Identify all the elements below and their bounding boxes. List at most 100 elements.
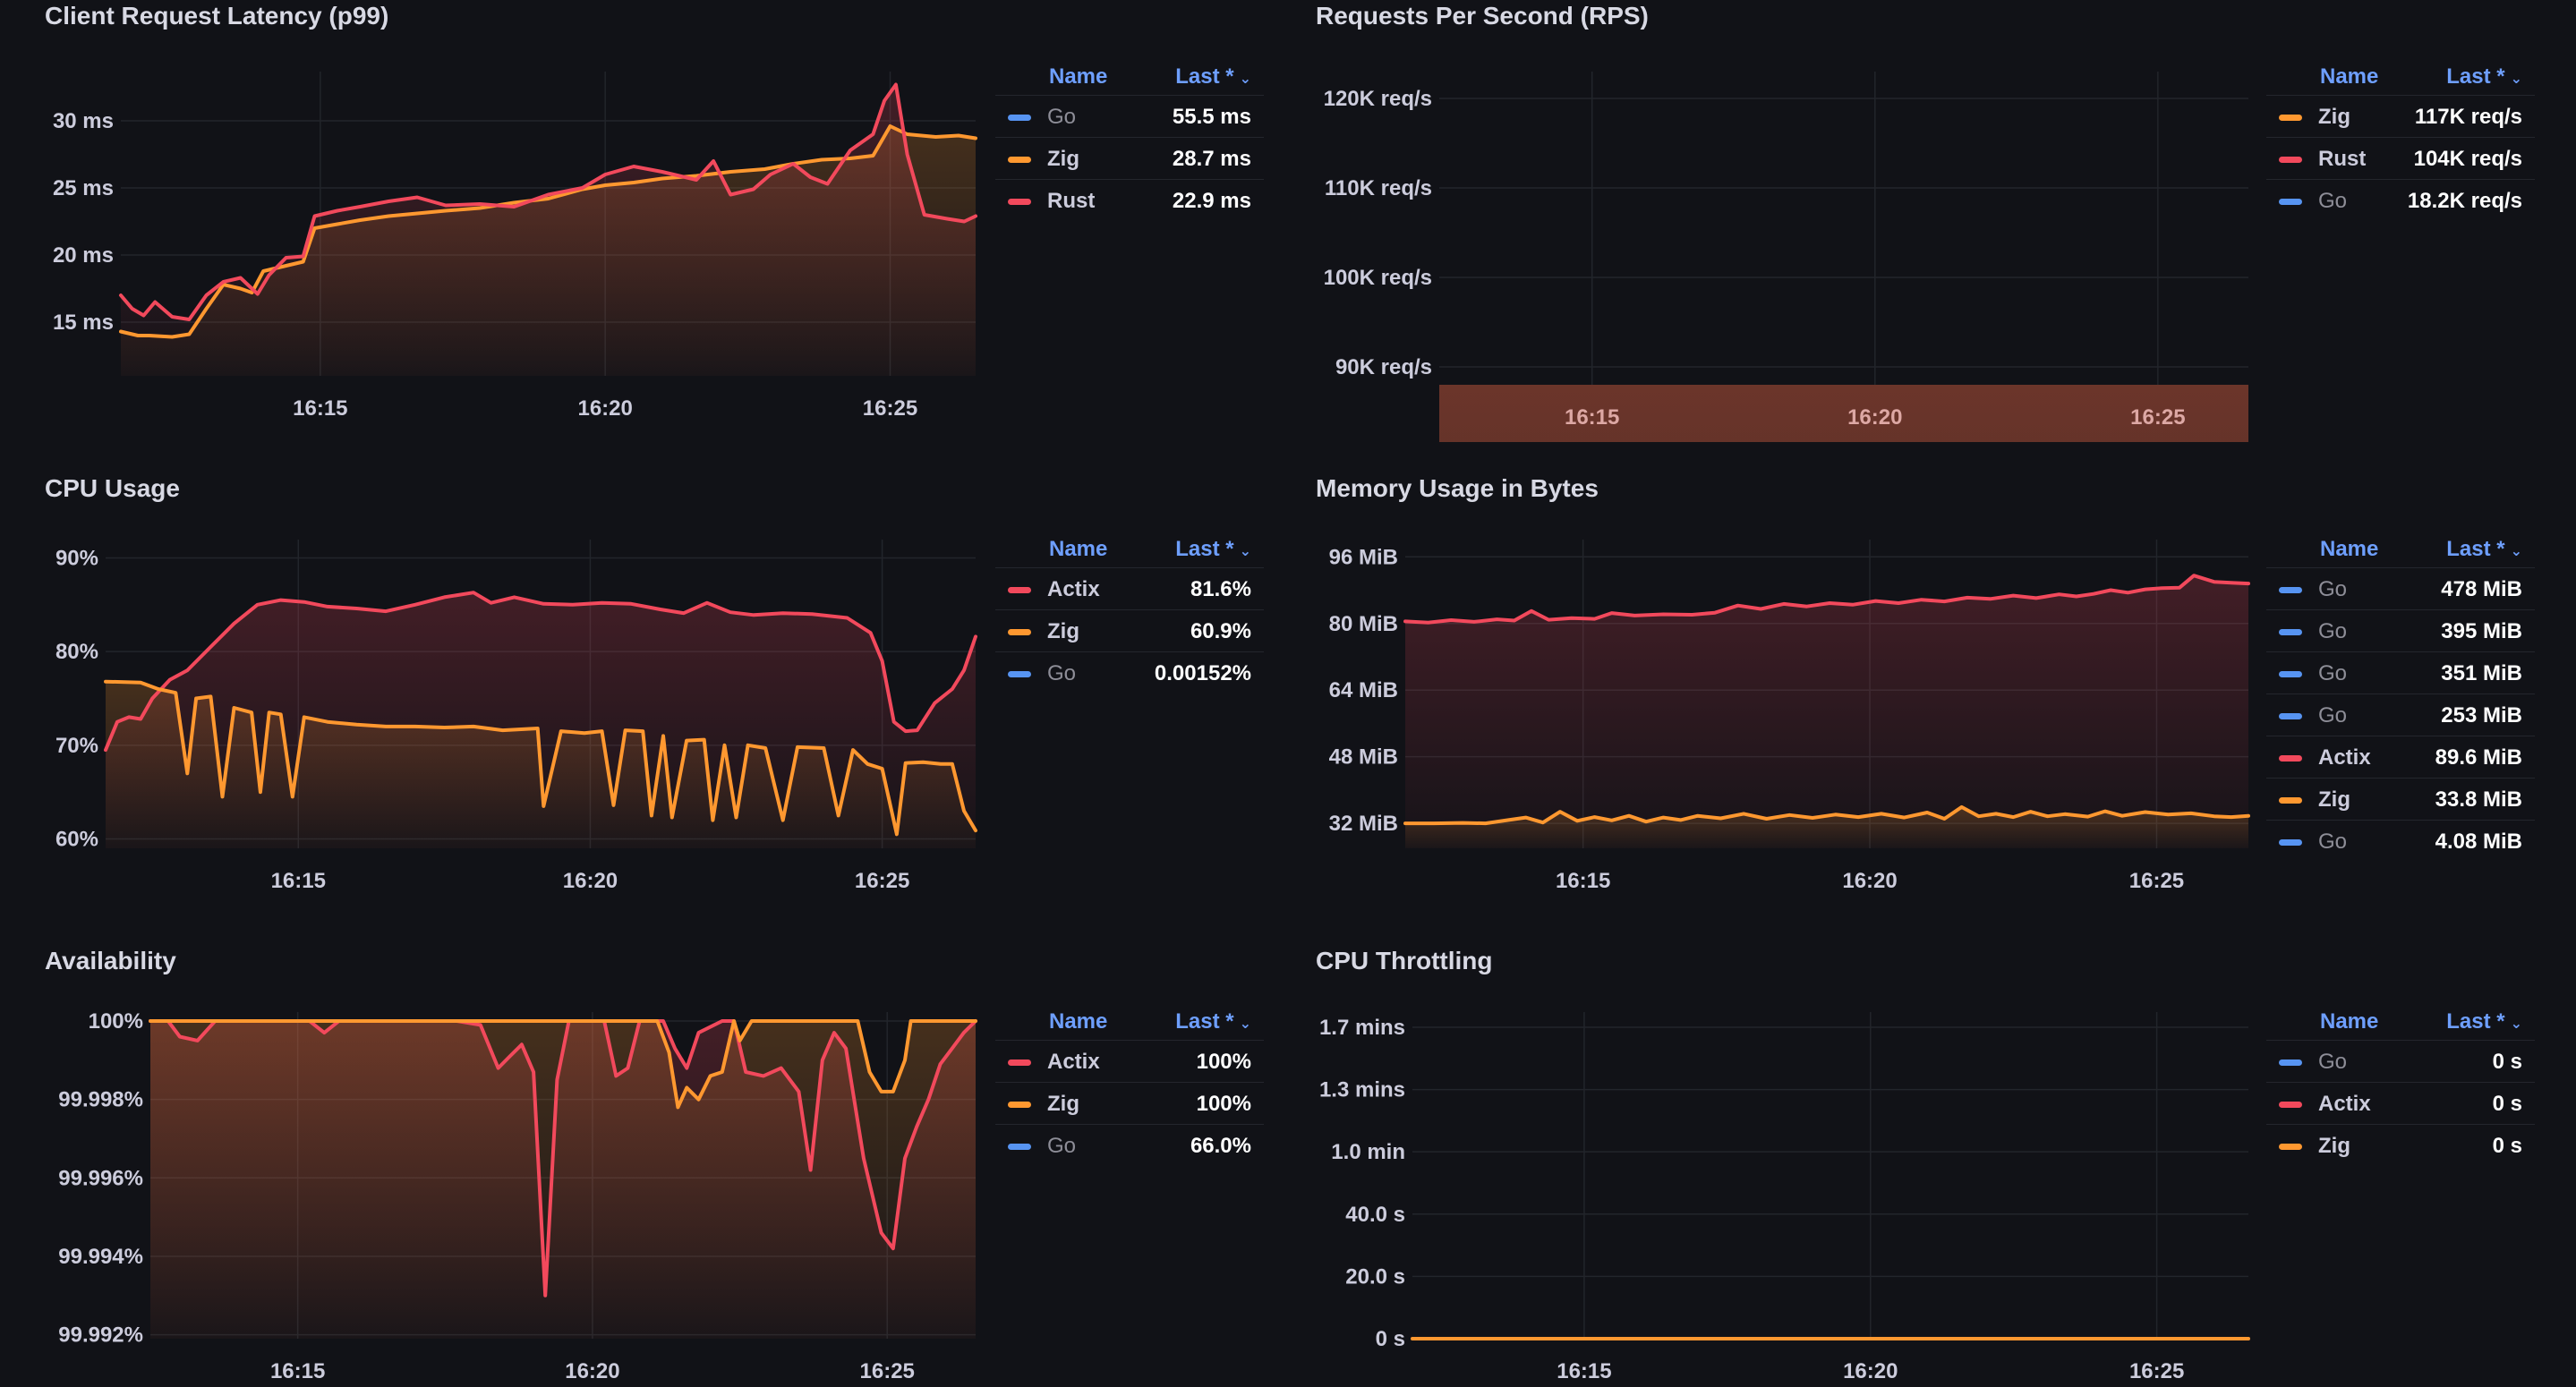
- legend-header-last-label: Last *: [1175, 1009, 1234, 1034]
- chart-plot[interactable]: 0 s 20.0 s 40.0 s 1.0 min 1.3 mins 1.7 mins 16…: [1271, 945, 2256, 1387]
- series-line-actix[interactable]: [1403, 574, 2250, 625]
- chart-plot[interactable]: 99.992% 99.994% 99.996% 99.998% 100% 16:15 16:…: [0, 945, 985, 1387]
- legend-series-name[interactable]: Actix: [1047, 577, 1100, 601]
- legend-swatch: [2279, 1102, 2302, 1108]
- legend-row[interactable]: Zig 100%: [995, 1082, 1264, 1124]
- legend-last-value: 478 MiB: [2441, 577, 2522, 601]
- legend-series-name[interactable]: Go: [1047, 1134, 1077, 1158]
- legend-series-name[interactable]: Zig: [2318, 1134, 2350, 1158]
- series-line-zig[interactable]: [119, 124, 977, 339]
- chart-plot[interactable]: 60% 70% 80% 90% 16:15 16:20 16:25: [0, 472, 985, 915]
- legend-series-name[interactable]: Zig: [1047, 1092, 1079, 1116]
- panel-title[interactable]: Memory Usage in Bytes: [1316, 474, 1599, 502]
- series-line-rust[interactable]: [119, 82, 977, 321]
- y-tick-label: 1.3 mins: [1319, 1078, 1405, 1102]
- y-tick-label: 99.998%: [58, 1088, 143, 1112]
- legend-row[interactable]: Go 55.5 ms: [995, 95, 1264, 137]
- legend-swatch: [1008, 199, 1031, 205]
- legend-table: Name Last * ⌄ Zig 117K req/s Rust 104K req/s Go…: [2266, 64, 2535, 226]
- y-tick-label: 20 ms: [53, 243, 114, 268]
- legend-swatch: [1008, 629, 1031, 635]
- legend-series-name[interactable]: Actix: [2318, 745, 2371, 770]
- panel-title[interactable]: Client Request Latency (p99): [45, 2, 389, 30]
- legend-row[interactable]: Actix 0 s: [2266, 1082, 2535, 1124]
- legend-series-name[interactable]: Rust: [1047, 189, 1096, 213]
- legend-header-last[interactable]: Last * ⌄: [1175, 64, 1251, 100]
- legend-header-name[interactable]: Name: [1049, 537, 1108, 561]
- legend-last-value: 104K req/s: [2413, 147, 2522, 171]
- legend-swatch: [2279, 1059, 2302, 1066]
- legend-row[interactable]: Zig 60.9%: [995, 609, 1264, 651]
- legend-row[interactable]: Go 66.0%: [995, 1124, 1264, 1166]
- chevron-down-icon: ⌄: [1239, 72, 1251, 87]
- legend-row[interactable]: Zig 33.8 MiB: [2266, 778, 2535, 820]
- legend-last-value: 22.9 ms: [1172, 189, 1251, 213]
- legend-row[interactable]: Actix 89.6 MiB: [2266, 736, 2535, 778]
- legend-header-last-label: Last *: [2446, 537, 2505, 561]
- legend-series-name[interactable]: Zig: [2318, 105, 2350, 129]
- series-area-zig: [150, 1021, 976, 1339]
- chart-plot[interactable]: 15 ms 20 ms 25 ms 30 ms 16:15 16:20 16:25: [0, 0, 985, 442]
- panel-title[interactable]: CPU Throttling: [1316, 947, 1493, 974]
- legend-row[interactable]: Zig 0 s: [2266, 1124, 2535, 1166]
- legend-header-last[interactable]: Last * ⌄: [2446, 537, 2522, 573]
- legend-series-name[interactable]: Actix: [2318, 1092, 2371, 1116]
- legend-last-value: 81.6%: [1190, 577, 1251, 601]
- panel-title[interactable]: CPU Usage: [45, 474, 180, 502]
- legend-row[interactable]: Zig 117K req/s: [2266, 95, 2535, 137]
- legend-row[interactable]: Actix 81.6%: [995, 567, 1264, 609]
- x-tick-label: 16:15: [293, 396, 347, 421]
- legend-row[interactable]: Go 351 MiB: [2266, 651, 2535, 694]
- legend-series-name[interactable]: Go: [2318, 577, 2348, 601]
- legend-series-name[interactable]: Rust: [2318, 147, 2367, 171]
- legend-row[interactable]: Go 0.00152%: [995, 651, 1264, 694]
- panel-title[interactable]: Availability: [45, 947, 176, 974]
- legend-header-name[interactable]: Name: [1049, 64, 1108, 89]
- legend-swatch: [1008, 1059, 1031, 1066]
- series-line-zig[interactable]: [104, 679, 977, 837]
- y-tick-label: 110K req/s: [1325, 176, 1432, 200]
- legend-series-name[interactable]: Go: [2318, 830, 2348, 854]
- legend-row[interactable]: Rust 104K req/s: [2266, 137, 2535, 179]
- legend-row[interactable]: Go 478 MiB: [2266, 567, 2535, 609]
- series-line-zig[interactable]: [1403, 804, 2250, 826]
- legend-swatch: [1008, 587, 1031, 593]
- legend-series-name[interactable]: Go: [2318, 619, 2348, 643]
- legend-header-last[interactable]: Last * ⌄: [2446, 64, 2522, 100]
- legend-row[interactable]: Go 4.08 MiB: [2266, 820, 2535, 862]
- legend-row[interactable]: Go 395 MiB: [2266, 609, 2535, 651]
- y-tick-label: 1.0 min: [1331, 1140, 1405, 1164]
- legend-series-name[interactable]: Zig: [1047, 147, 1079, 171]
- y-tick-label: 48 MiB: [1329, 745, 1398, 770]
- legend-row[interactable]: Go 0 s: [2266, 1040, 2535, 1082]
- legend-header-name[interactable]: Name: [1049, 1009, 1108, 1034]
- legend-header-last[interactable]: Last * ⌄: [2446, 1009, 2522, 1045]
- chart-plot[interactable]: 32 MiB 48 MiB 64 MiB 80 MiB 96 MiB 16:15 16:20…: [1271, 472, 2256, 915]
- legend-row[interactable]: Go 18.2K req/s: [2266, 179, 2535, 221]
- legend-series-name[interactable]: Actix: [1047, 1050, 1100, 1074]
- legend-series-name[interactable]: Go: [2318, 703, 2348, 728]
- legend-series-name[interactable]: Go: [1047, 661, 1077, 685]
- series-line-actix[interactable]: [104, 591, 977, 753]
- panel-title[interactable]: Requests Per Second (RPS): [1316, 2, 1649, 30]
- legend-series-name[interactable]: Zig: [2318, 787, 2350, 812]
- legend-last-value: 33.8 MiB: [2435, 787, 2522, 812]
- series-line-zig[interactable]: [149, 1019, 977, 1110]
- y-tick-label: 90%: [55, 546, 98, 570]
- legend-header-last[interactable]: Last * ⌄: [1175, 1009, 1251, 1045]
- legend-last-value: 66.0%: [1190, 1134, 1251, 1158]
- legend-row[interactable]: Go 253 MiB: [2266, 694, 2535, 736]
- legend-header-name[interactable]: Name: [2320, 1009, 2379, 1034]
- legend-series-name[interactable]: Go: [1047, 105, 1077, 129]
- legend-header-name[interactable]: Name: [2320, 537, 2379, 561]
- legend-series-name[interactable]: Zig: [1047, 619, 1079, 643]
- legend-series-name[interactable]: Go: [2318, 189, 2348, 213]
- legend-series-name[interactable]: Go: [2318, 1050, 2348, 1074]
- legend-header-name[interactable]: Name: [2320, 64, 2379, 89]
- legend-row[interactable]: Zig 28.7 ms: [995, 137, 1264, 179]
- legend-row[interactable]: Rust 22.9 ms: [995, 179, 1264, 221]
- legend-header-last[interactable]: Last * ⌄: [1175, 537, 1251, 573]
- legend-row[interactable]: Actix 100%: [995, 1040, 1264, 1082]
- legend-series-name[interactable]: Go: [2318, 661, 2348, 685]
